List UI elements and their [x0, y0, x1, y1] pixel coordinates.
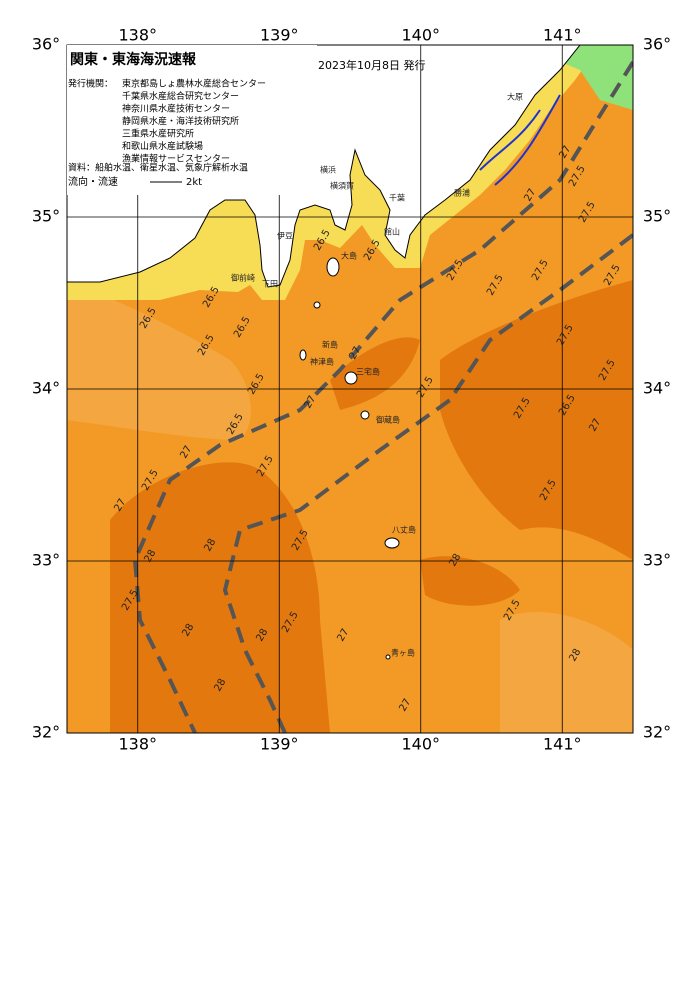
- place-name: 横浜: [320, 165, 336, 175]
- place-name: 青ヶ島: [391, 648, 415, 658]
- lon-label: 139°: [260, 26, 299, 45]
- source: 資料：船舶水温、衛星水温、気象庁解析水温: [68, 162, 248, 174]
- lat-label: 36°: [643, 35, 671, 54]
- place-name: 三宅島: [356, 367, 380, 377]
- issuer-name: 漁業情報サービスセンター: [122, 153, 230, 165]
- cool-area: [67, 282, 251, 440]
- map-frame: [66, 44, 634, 734]
- lon-label: 141°: [543, 735, 582, 754]
- kuroshio-axis: [132, 60, 633, 733]
- flow-legend-speed: 2kt: [186, 177, 202, 188]
- issuer-name: 和歌山県水産試験場: [122, 140, 203, 152]
- place-name: 八丈島: [392, 525, 416, 535]
- lon-label: 138°: [118, 735, 157, 754]
- place-name: 千葉: [389, 193, 405, 203]
- island: [385, 654, 391, 660]
- issuer-label: 発行機関：: [68, 78, 113, 90]
- lat-label: 34°: [643, 379, 671, 398]
- lon-label: 140°: [401, 26, 440, 45]
- warm-area: [330, 337, 420, 410]
- island: [326, 257, 340, 277]
- place-name: 大島: [341, 251, 357, 261]
- current-line: [479, 94, 561, 186]
- issuer-name: 神奈川県水産技術センター: [122, 103, 230, 115]
- lat-label: 33°: [643, 551, 671, 570]
- lon-label: 138°: [118, 26, 157, 45]
- lat-label: 32°: [32, 723, 60, 742]
- lon-label: 140°: [401, 735, 440, 754]
- issuer-name: 東京都島しょ農林水産総合センター: [122, 78, 266, 90]
- place-name: 大原: [507, 92, 523, 102]
- place-name: 館山: [384, 227, 400, 237]
- title: 関東・東海海況速報: [70, 51, 197, 68]
- island: [299, 349, 307, 361]
- kuroshio-axis: [222, 233, 633, 733]
- island: [344, 371, 358, 385]
- island: [313, 301, 321, 309]
- place-name: 御蔵島: [376, 415, 400, 425]
- issuer-name: 千葉県水産総合研究センター: [122, 90, 239, 102]
- warm-area: [440, 280, 633, 560]
- lon-label: 141°: [543, 26, 582, 45]
- warm-area: [110, 462, 330, 733]
- island: [360, 410, 370, 420]
- lat-label: 34°: [32, 379, 60, 398]
- lat-label: 36°: [32, 35, 60, 54]
- issuer-name: 三重県水産研究所: [122, 128, 194, 140]
- islands: [299, 257, 400, 660]
- issuer-name: 静岡県水産・海洋技術研究所: [122, 115, 239, 127]
- cold-water: [520, 45, 633, 110]
- place-name: 下田: [262, 280, 278, 289]
- lat-label: 33°: [32, 551, 60, 570]
- info-box: [67, 45, 317, 195]
- place-name: 神津島: [310, 357, 334, 367]
- place-name: 御前崎: [231, 273, 255, 283]
- warm-area: [420, 556, 520, 606]
- issue-date: 2023年10月8日 発行: [318, 58, 426, 72]
- flow-legend-label: 流向・流速: [68, 175, 118, 188]
- lat-label: 32°: [643, 723, 671, 742]
- lat-label: 35°: [32, 207, 60, 226]
- place-name: 横須賀: [330, 181, 354, 191]
- island: [384, 537, 400, 549]
- place-name: 新島: [322, 340, 338, 350]
- lon-label: 139°: [260, 735, 299, 754]
- place-name: 勝浦: [454, 188, 470, 198]
- lat-label: 35°: [643, 207, 671, 226]
- place-name: 伊豆: [277, 231, 293, 241]
- cool-area: [500, 611, 633, 733]
